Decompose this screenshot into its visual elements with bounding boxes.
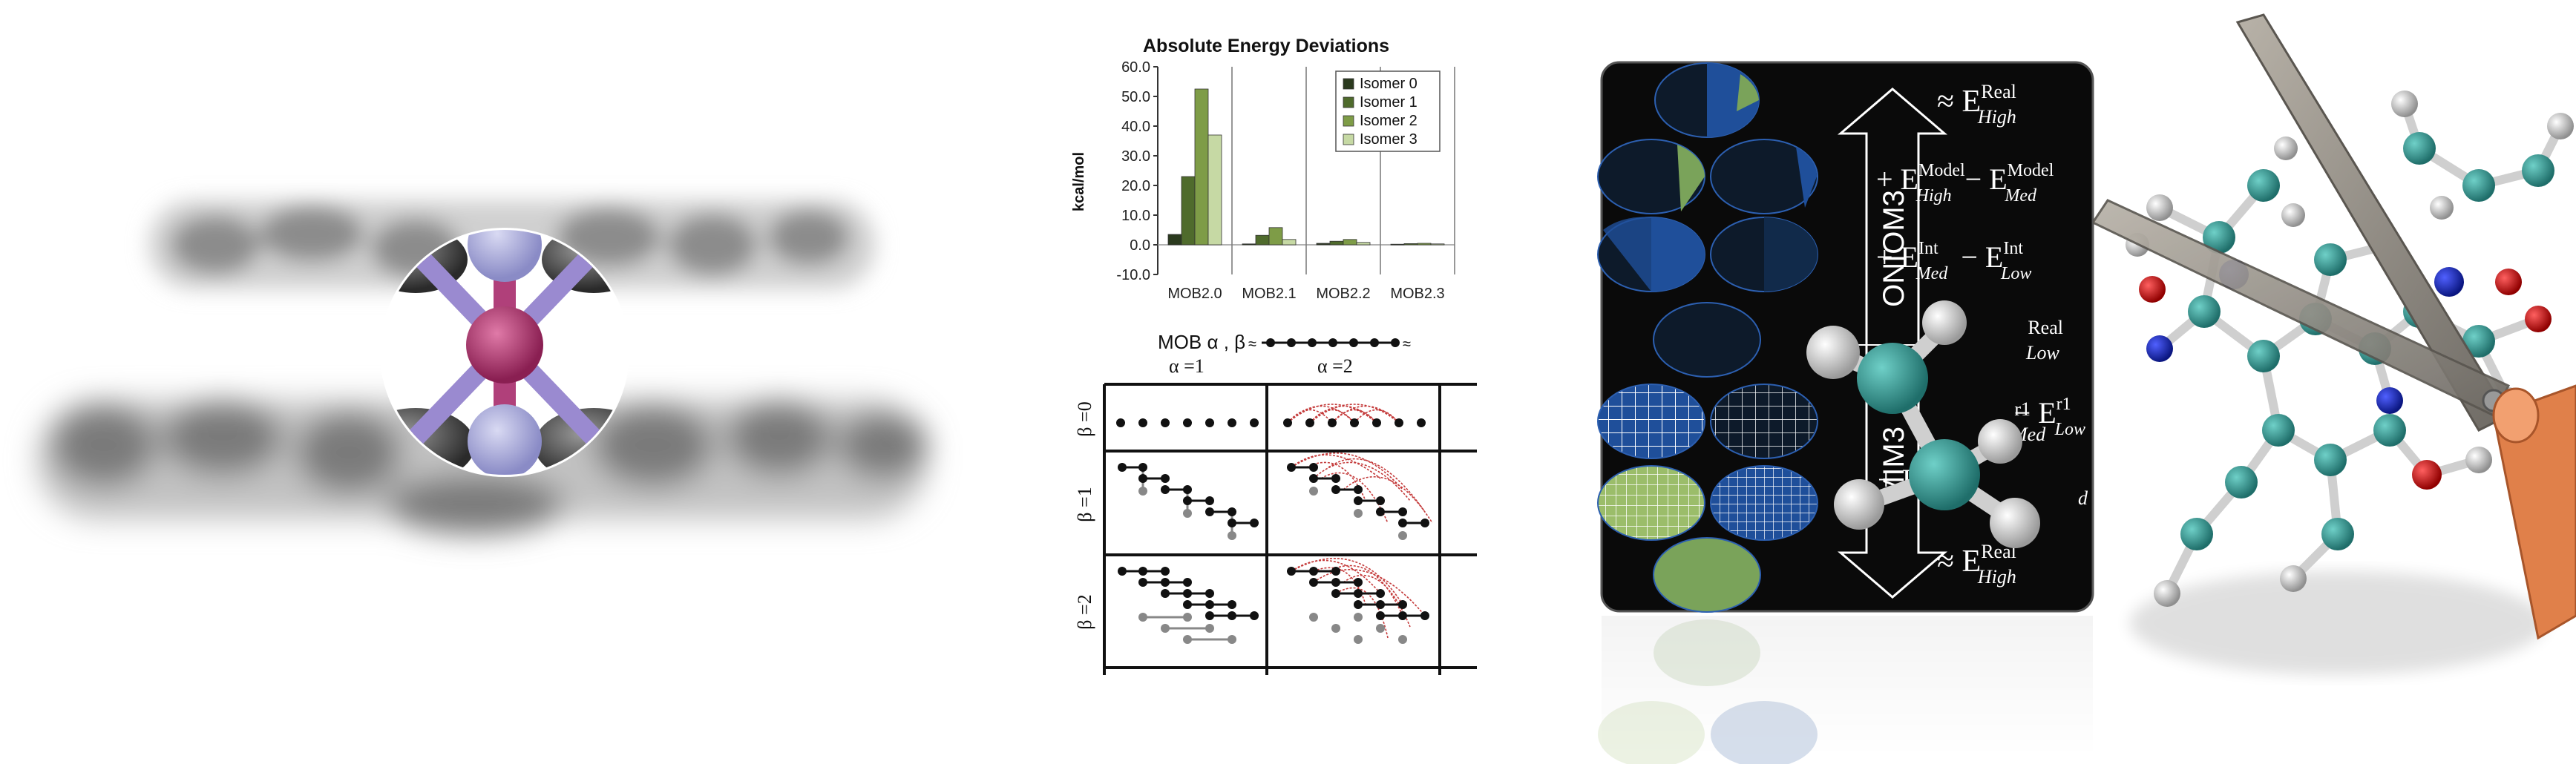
beta-label-1: β =1 (1074, 487, 1095, 521)
bar-isomer-1 (1403, 243, 1418, 246)
equation-term-1: + EModel High − EModel Med (1876, 161, 2054, 205)
metal-atom-sphere (466, 306, 543, 384)
svg-text:≈: ≈ (1248, 336, 1256, 352)
oniom-reflection (1598, 616, 2093, 764)
legend-swatch (1343, 134, 1354, 145)
molecule-with-scissors (2091, 0, 2576, 766)
legend-label: Isomer 2 (1360, 113, 1418, 129)
chart-plot-area: 60.0 50.0 40.0 30.0 20.0 10.0 0.0 -10.0 MOB2.0 MO… (1116, 59, 1455, 302)
molecule-svg (2091, 13, 2576, 675)
y-tick-label: 20.0 (1121, 178, 1150, 194)
bar-isomer-0 (1316, 243, 1331, 246)
y-tick-label: 10.0 (1121, 208, 1150, 224)
legend-label: Isomer 0 (1360, 76, 1418, 92)
cell-beta1-alpha2 (1287, 453, 1433, 540)
blurred-molecule-illustration (0, 0, 965, 766)
chart-legend: Isomer 0 Isomer 1 Isomer 2 Isomer 3 (1335, 70, 1441, 152)
chart-svg: Absolute Energy Deviations kcal/mol 60.0… (1071, 36, 1455, 302)
svg-text:≈: ≈ (1403, 336, 1411, 352)
energy-deviation-chart: Absolute Energy Deviations kcal/mol 60.0… (1054, 22, 1469, 334)
legend-swatch (1343, 115, 1354, 127)
oniom-scheme-panel: ONIOM3 MIM3 ≈ EReal High + EModel High − EM… (1596, 59, 2108, 764)
overlay-molecule-fragment (1806, 300, 2040, 548)
grid-header: MOB α , β (1158, 331, 1245, 353)
legend-swatch (1343, 96, 1354, 108)
bar-isomer-3 (1356, 242, 1371, 246)
equation-term-2: + EInt Med − EInt Low (1876, 239, 2031, 283)
cell-beta0-alpha2 (1283, 404, 1426, 427)
top-right-fragment (2391, 91, 2574, 220)
y-tick-label: 60.0 (1121, 59, 1150, 76)
x-tick-label: MOB2.0 (1167, 286, 1222, 302)
svg-text:d: d (2078, 487, 2088, 509)
y-tick-label: 40.0 (1121, 119, 1150, 135)
bar-isomer-1 (1255, 234, 1270, 246)
legend-swatch (1343, 78, 1354, 90)
bar-isomer-0 (1390, 243, 1405, 246)
grid-lines (1103, 383, 1477, 675)
x-tick-label: MOB2.3 (1390, 286, 1444, 302)
legend-label: Isomer 3 (1360, 131, 1418, 148)
cell-beta2-alpha2 (1287, 557, 1429, 644)
oniom3-label: ONIOM3 (1878, 190, 1910, 307)
cell-beta1-alpha1 (1118, 463, 1259, 540)
bar-isomer-3 (1430, 243, 1445, 246)
grid-svg: MOB α , β ≈ ≈ α =1 α =2 β =0 β =1 β =2 (1074, 331, 1477, 675)
equation-term-3: Real Low (2025, 317, 2063, 363)
legend-label: Isomer 1 (1360, 94, 1418, 111)
equation-bottom: ≈ EReal High (1937, 541, 2016, 588)
cell-beta2-alpha1 (1118, 567, 1259, 644)
grid-header-chain: ≈ ≈ (1248, 336, 1411, 352)
bar-isomer-2 (1343, 239, 1357, 246)
bar-isomer-0 (1167, 234, 1182, 246)
equation-top: ≈ EReal High (1937, 81, 2016, 128)
oniom-svg: ONIOM3 MIM3 ≈ EReal High + EModel High − EM… (1597, 61, 2094, 613)
bar-isomer-3 (1207, 134, 1222, 246)
bar-isomer-2 (1268, 227, 1283, 246)
bar-isomer-0 (1242, 243, 1256, 246)
y-tick-label: -10.0 (1116, 267, 1150, 283)
chart-title: Absolute Energy Deviations (1143, 36, 1389, 56)
y-tick-label: 0.0 (1130, 237, 1150, 254)
beta-label-2: β =2 (1074, 594, 1095, 629)
x-tick-label: MOB2.2 (1316, 286, 1370, 302)
x-tick-label: MOB2.1 (1242, 286, 1296, 302)
cell-beta0-alpha1 (1116, 418, 1259, 427)
molecule-atoms (2126, 136, 2552, 607)
blurred-molecule-svg (37, 200, 928, 534)
alpha-label-2: α =2 (1317, 355, 1353, 377)
bar-isomer-1 (1181, 176, 1196, 246)
layer-ellipses (1597, 62, 1818, 613)
y-tick-label: 50.0 (1121, 89, 1150, 105)
fragment-scheme-grid: MOB α , β ≈ ≈ α =1 α =2 β =0 β =1 β =2 (1061, 326, 1477, 675)
y-tick-label: 30.0 (1121, 148, 1150, 165)
beta-label-0: β =0 (1074, 401, 1095, 436)
bar-isomer-3 (1282, 239, 1297, 246)
alpha-label-1: α =1 (1169, 355, 1205, 377)
scissors-icon (2091, 13, 2576, 640)
bar-isomer-2 (1417, 243, 1432, 246)
y-axis-label: kcal/mol (1071, 152, 1087, 211)
bar-isomer-2 (1194, 88, 1209, 246)
bar-isomer-1 (1329, 240, 1344, 246)
